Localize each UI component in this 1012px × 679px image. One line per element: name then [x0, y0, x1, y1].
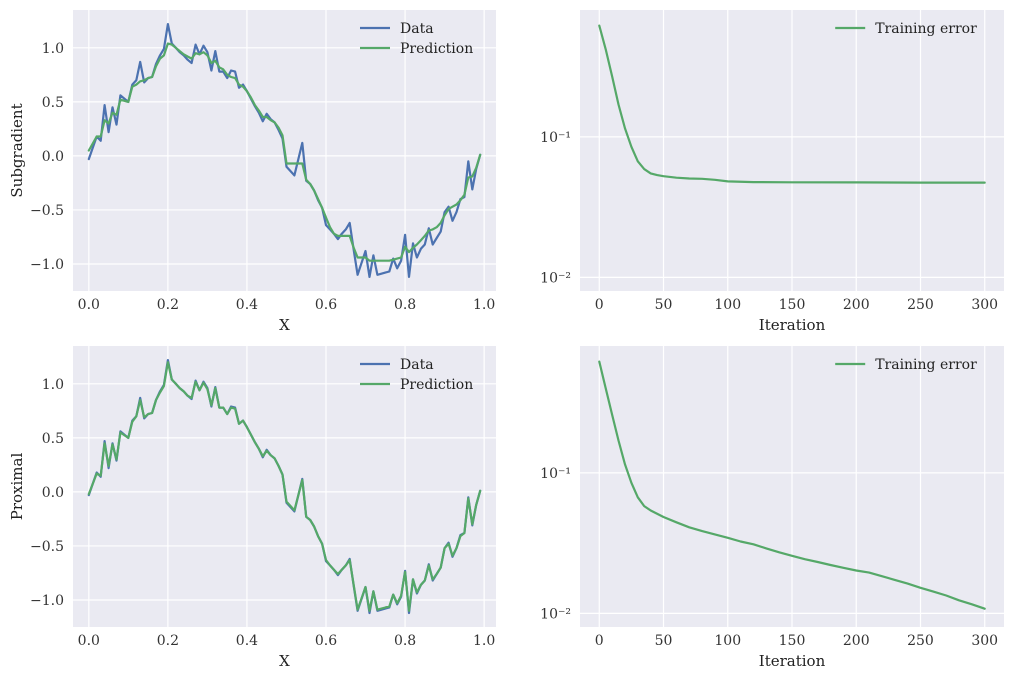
x-tick-label: 0.4: [236, 297, 258, 313]
legend: Data Prediction: [360, 21, 473, 57]
x-tick-label: 150: [779, 297, 806, 313]
x-axis-label: Iteration: [759, 316, 826, 334]
x-tick-label: 1.0: [473, 633, 495, 649]
legend-entry: Training error: [875, 357, 977, 373]
chart-panel-bottom-right: 0 50 100 150 200 250 300 10⁻² 10⁻¹ Iteration Train…: [540, 346, 1004, 670]
legend-entry: Data: [400, 21, 434, 37]
x-axis-label: X: [279, 652, 290, 670]
legend-entry: Training error: [875, 21, 977, 37]
y-axis-label: Subgradient: [8, 103, 26, 197]
x-tick-label: 250: [907, 633, 934, 649]
x-tick-label: 0.0: [78, 297, 100, 313]
y-tick-label: −0.5: [30, 539, 64, 555]
legend-entry: Prediction: [400, 41, 473, 57]
x-tick-label: 300: [971, 297, 998, 313]
y-tick-label: −1.0: [30, 593, 64, 609]
x-tick-label: 0: [595, 297, 604, 313]
x-tick-label: 1.0: [473, 297, 495, 313]
x-tick-label: 100: [714, 297, 741, 313]
x-tick-label: 50: [655, 633, 673, 649]
y-tick-label: 0.5: [42, 95, 64, 111]
series-line-training-error: [598, 24, 986, 184]
x-axis-label: Iteration: [759, 652, 826, 670]
x-tick-label: 0.2: [157, 633, 179, 649]
x-tick-label: 0.8: [394, 633, 416, 649]
chart-panel-top-right: 0 50 100 150 200 250 300 10⁻² 10⁻¹ Iteration Train…: [540, 10, 1004, 334]
y-tick-label: 0.0: [42, 149, 64, 165]
x-tick-label: 50: [655, 297, 673, 313]
series-line-training-error: [598, 360, 986, 610]
chart-panel-bottom-left: 0.0 0.2 0.4 0.6 0.8 1.0 −1.0 −0.5 0.0 0.5 1.0 X Prox…: [8, 346, 496, 670]
legend: Data Prediction: [360, 357, 473, 393]
chart-panel-top-left: 0.0 0.2 0.4 0.6 0.8 1.0 −1.0 −0.5 0.0 0.5 1.0 X Subg…: [8, 10, 496, 334]
series-line-prediction: [87, 42, 482, 262]
y-axis-label: Proximal: [8, 453, 26, 521]
x-tick-label: 0.2: [157, 297, 179, 313]
y-tick-label: 1.0: [42, 41, 64, 57]
x-tick-label: 0.6: [315, 297, 337, 313]
y-tick-label: 10⁻¹: [540, 130, 571, 146]
x-tick-label: 0.6: [315, 633, 337, 649]
x-axis-label: X: [279, 316, 290, 334]
x-tick-label: 0: [595, 633, 604, 649]
x-tick-label: 0.4: [236, 633, 258, 649]
x-tick-label: 250: [907, 297, 934, 313]
y-tick-label: −0.5: [30, 203, 64, 219]
legend: Training error: [835, 21, 977, 37]
x-tick-label: 100: [714, 633, 741, 649]
x-tick-label: 0.8: [394, 297, 416, 313]
y-tick-label: 0.0: [42, 485, 64, 501]
y-tick-label: 10⁻²: [540, 270, 571, 286]
y-tick-label: 0.5: [42, 431, 64, 447]
y-tick-label: 1.0: [42, 377, 64, 393]
series-line-prediction: [87, 361, 482, 612]
x-tick-label: 200: [843, 297, 870, 313]
x-tick-label: 300: [971, 633, 998, 649]
y-tick-label: 10⁻²: [540, 606, 571, 622]
x-tick-label: 150: [779, 633, 806, 649]
x-tick-label: 0.0: [78, 633, 100, 649]
y-tick-label: 10⁻¹: [540, 466, 571, 482]
legend: Training error: [835, 357, 977, 373]
x-tick-label: 200: [843, 633, 870, 649]
legend-entry: Prediction: [400, 377, 473, 393]
legend-entry: Data: [400, 357, 434, 373]
y-tick-label: −1.0: [30, 257, 64, 273]
